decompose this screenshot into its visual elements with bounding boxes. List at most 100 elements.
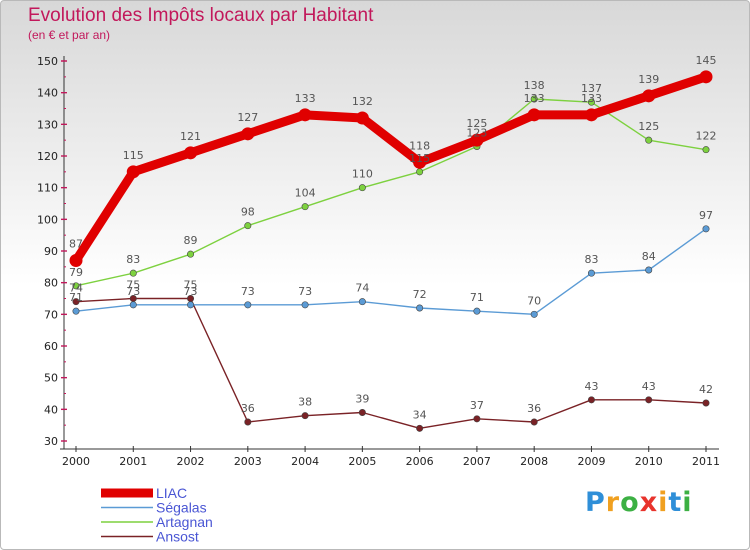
data-point [187, 250, 195, 258]
data-point [72, 282, 80, 290]
data-label: 115 [123, 149, 144, 162]
data-label: 122 [696, 130, 717, 143]
data-point [126, 165, 140, 179]
data-label: 123 [466, 127, 487, 140]
x-tick-label: 2000 [62, 455, 90, 468]
y-tick-label: 90 [44, 245, 58, 258]
data-label: 87 [69, 238, 83, 251]
data-point [355, 111, 369, 125]
logo-letter: i [658, 487, 669, 518]
logo-letter: o [620, 487, 640, 518]
data-point [416, 304, 424, 312]
data-label: 38 [298, 396, 312, 409]
x-tick-label: 2007 [463, 455, 491, 468]
data-point [301, 203, 309, 211]
data-point [298, 108, 312, 122]
data-label: 74 [355, 282, 369, 295]
logo-letter: i [682, 487, 693, 518]
data-point [301, 301, 309, 309]
data-point [473, 307, 481, 315]
data-label: 83 [584, 253, 598, 266]
y-tick-label: 110 [37, 182, 58, 195]
data-label: 104 [295, 187, 316, 200]
legend-label: Artagnan [156, 514, 213, 530]
legend-label: Ségalas [156, 500, 207, 516]
logo-letter: P [585, 487, 606, 518]
data-label: 137 [581, 82, 602, 95]
data-label: 75 [184, 279, 198, 292]
logo-letter: t [668, 487, 683, 518]
series-line-liac [71, 72, 711, 265]
data-point [184, 146, 198, 160]
data-point [702, 225, 710, 233]
data-label: 125 [466, 117, 487, 130]
data-label: 74 [69, 282, 83, 295]
data-point [645, 396, 653, 404]
y-tick-label: 40 [44, 403, 58, 416]
data-label: 118 [409, 139, 430, 152]
data-label: 72 [413, 288, 427, 301]
data-point [470, 133, 484, 147]
data-label: 73 [241, 285, 255, 298]
x-tick-label: 2005 [348, 455, 376, 468]
data-point [416, 424, 424, 432]
y-tick-label: 130 [37, 118, 58, 131]
x-tick-label: 2006 [406, 455, 434, 468]
data-label: 73 [126, 285, 140, 298]
data-point [72, 307, 80, 315]
data-point [587, 396, 595, 404]
data-point [587, 98, 595, 106]
y-tick-label: 150 [37, 55, 58, 68]
y-tick-label: 30 [44, 435, 58, 448]
data-label: 127 [237, 111, 258, 124]
data-label: 39 [355, 393, 369, 406]
series-line-ségalas [75, 228, 707, 316]
data-point [129, 301, 137, 309]
data-label: 42 [699, 383, 713, 396]
data-point [645, 136, 653, 144]
chart-title: Evolution des Impôts locaux par Habitant [28, 5, 374, 26]
data-label: 97 [699, 209, 713, 222]
y-tick-label: 50 [44, 372, 58, 385]
data-label: 34 [413, 408, 427, 421]
data-point [358, 408, 366, 416]
logo-letter: x [639, 487, 659, 518]
data-label: 115 [409, 152, 430, 165]
y-tick-label: 80 [44, 277, 58, 290]
data-label: 71 [69, 291, 83, 304]
data-label: 36 [527, 402, 541, 415]
series-line-artagnan [75, 98, 707, 287]
data-point [702, 146, 710, 154]
data-point [358, 184, 366, 192]
data-point [241, 127, 255, 141]
x-tick-label: 2009 [577, 455, 605, 468]
data-point [702, 399, 710, 407]
data-label: 89 [184, 234, 198, 247]
data-point [69, 254, 83, 267]
data-label: 98 [241, 206, 255, 219]
data-label: 71 [470, 291, 484, 304]
y-tick-label: 70 [44, 308, 58, 321]
data-label: 43 [642, 380, 656, 393]
data-point [530, 310, 538, 318]
data-point [301, 412, 309, 420]
data-point [473, 415, 481, 423]
data-point [416, 168, 424, 176]
data-point [699, 70, 713, 84]
data-label: 79 [69, 266, 83, 279]
data-label: 145 [696, 54, 717, 67]
data-point [244, 418, 252, 426]
data-label: 83 [126, 253, 140, 266]
legend-label: Ansost [156, 529, 199, 545]
data-label: 73 [298, 285, 312, 298]
data-label: 133 [295, 92, 316, 105]
data-point [413, 155, 427, 169]
y-tick-label: 120 [37, 150, 58, 163]
data-point [527, 108, 541, 122]
x-tick-label: 2004 [291, 455, 319, 468]
data-point [530, 418, 538, 426]
x-tick-label: 2003 [234, 455, 262, 468]
x-tick-label: 2001 [119, 455, 147, 468]
